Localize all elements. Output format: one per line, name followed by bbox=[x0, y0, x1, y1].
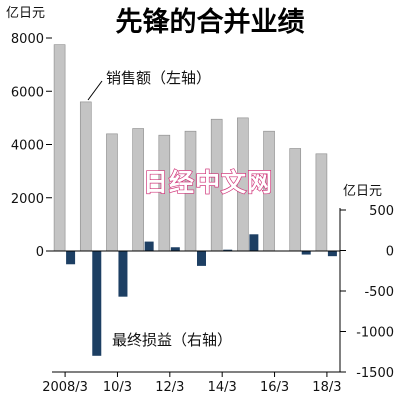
profit-bar bbox=[223, 249, 233, 251]
left-tick-label: 2000 bbox=[11, 192, 44, 207]
sales-bars bbox=[53, 44, 328, 252]
chart-title: 先锋的合并业绩 bbox=[116, 6, 305, 38]
profit-series-label: 最终损益（右轴） bbox=[112, 331, 232, 349]
sales-bar bbox=[315, 153, 328, 252]
profit-bar bbox=[170, 247, 180, 251]
left-axis-unit: 亿日元 bbox=[6, 6, 45, 21]
sales-series-label: 销售额（左轴） bbox=[106, 69, 211, 87]
x-tick-label: 18/3 bbox=[312, 380, 341, 395]
left-tick-label: 6000 bbox=[11, 85, 44, 100]
right-tick-label: -1000 bbox=[356, 326, 394, 341]
profit-bar bbox=[327, 250, 337, 257]
left-tick-label: 4000 bbox=[11, 139, 44, 154]
left-tick-label: 0 bbox=[36, 245, 44, 260]
right-tick-label: 500 bbox=[369, 204, 394, 219]
sales-bar bbox=[106, 133, 118, 252]
profit-bar bbox=[66, 250, 76, 265]
left-tick-label: 8000 bbox=[11, 32, 44, 47]
x-tick-label: 10/3 bbox=[103, 380, 132, 395]
right-axis-unit: 亿日元 bbox=[343, 184, 382, 199]
x-tick-label: 12/3 bbox=[155, 380, 184, 395]
right-tick-label: -1500 bbox=[356, 366, 394, 381]
x-tick-label: 2008/3 bbox=[42, 380, 88, 395]
x-axis-ticks: 2008/3 10/3 12/3 14/3 16/3 18/3 bbox=[42, 372, 342, 395]
profit-bar bbox=[92, 250, 102, 356]
x-tick-label: 16/3 bbox=[260, 380, 289, 395]
watermark: 日经中文网 bbox=[143, 168, 273, 197]
sales-bar bbox=[53, 44, 66, 252]
profit-bar bbox=[249, 234, 259, 251]
profit-bars bbox=[66, 234, 337, 356]
profit-bar bbox=[301, 250, 311, 255]
sales-bar bbox=[132, 128, 144, 252]
right-axis-ticks: 500 0 -500 -1000 -1500 bbox=[340, 204, 394, 381]
x-tick-label: 14/3 bbox=[208, 380, 237, 395]
profit-bar bbox=[118, 250, 128, 297]
right-tick-label: 0 bbox=[386, 245, 394, 260]
right-tick-label: -500 bbox=[364, 285, 394, 300]
profit-bar bbox=[197, 250, 206, 266]
sales-bar bbox=[289, 148, 302, 252]
sales-bar bbox=[79, 101, 92, 252]
left-axis-ticks: 8000 6000 4000 2000 0 bbox=[11, 32, 52, 260]
profit-bar bbox=[144, 241, 154, 251]
sales-label-leader bbox=[87, 80, 103, 101]
